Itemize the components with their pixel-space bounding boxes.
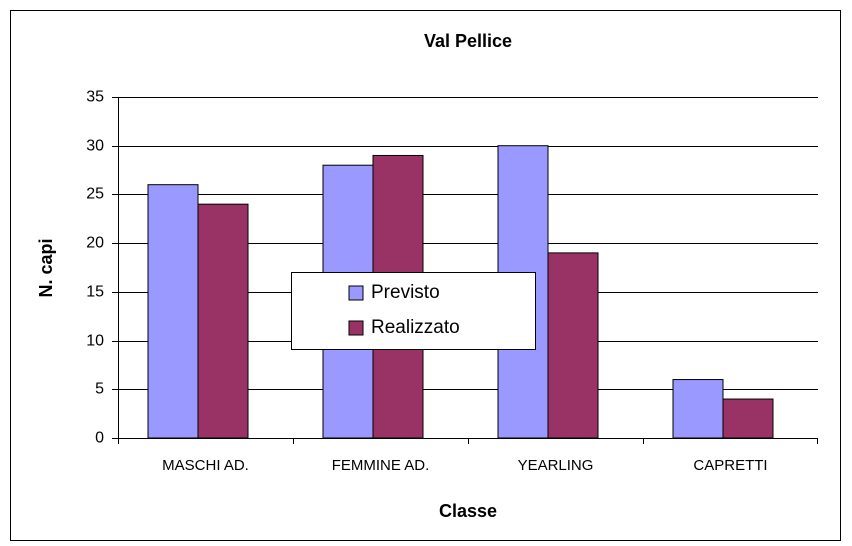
bar	[197, 203, 249, 439]
legend-box	[291, 272, 536, 350]
bar	[547, 252, 599, 439]
x-tick-label: YEARLING	[518, 457, 594, 474]
y-tick-label: 20	[86, 235, 104, 252]
bar	[722, 398, 774, 439]
y-axis-label: N. capi	[36, 238, 56, 297]
bar	[672, 379, 724, 439]
y-tick-label: 35	[86, 89, 104, 106]
legend-label: Previsto	[371, 282, 440, 303]
y-tick-label: 5	[95, 381, 104, 398]
legend-label: Realizzato	[371, 317, 460, 338]
x-tick-label: MASCHI AD.	[162, 457, 249, 474]
x-tick-label: FEMMINE AD.	[332, 457, 430, 474]
y-tick-label: 10	[86, 333, 104, 350]
legend-swatch	[348, 285, 364, 301]
x-axis-label: Classe	[439, 501, 497, 521]
y-tick-label: 25	[86, 186, 104, 203]
legend-swatch	[348, 320, 364, 336]
x-tick-label: CAPRETTI	[693, 457, 767, 474]
y-tick-label: 15	[86, 284, 104, 301]
chart-title: Val Pellice	[424, 31, 512, 51]
y-tick-label: 0	[95, 430, 104, 447]
bar	[147, 184, 199, 439]
y-tick-label: 30	[86, 138, 104, 155]
